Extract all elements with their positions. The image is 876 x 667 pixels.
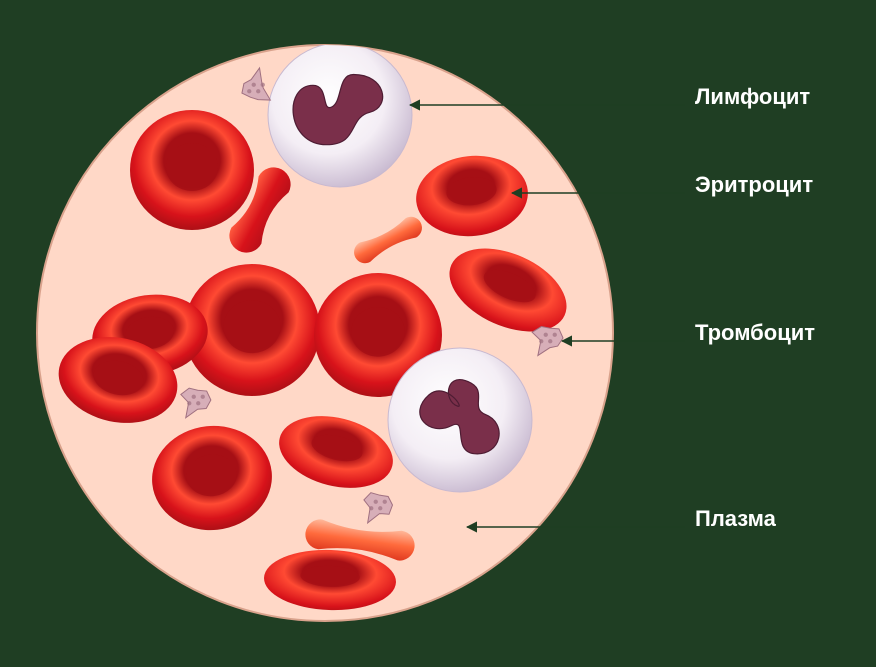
- label-plasma: Плазма: [695, 506, 776, 532]
- erythrocyte: [130, 110, 254, 230]
- label-thrombocyte: Тромбоцит: [695, 320, 815, 346]
- label-erythrocyte: Эритроцит: [695, 172, 813, 198]
- label-lymphocyte: Лимфоцит: [695, 84, 810, 110]
- lymphocyte: [388, 348, 532, 492]
- lymphocyte: [268, 43, 412, 187]
- diagram-stage: Лимфоцит Эритроцит Тромбоцит Плазма: [0, 0, 876, 667]
